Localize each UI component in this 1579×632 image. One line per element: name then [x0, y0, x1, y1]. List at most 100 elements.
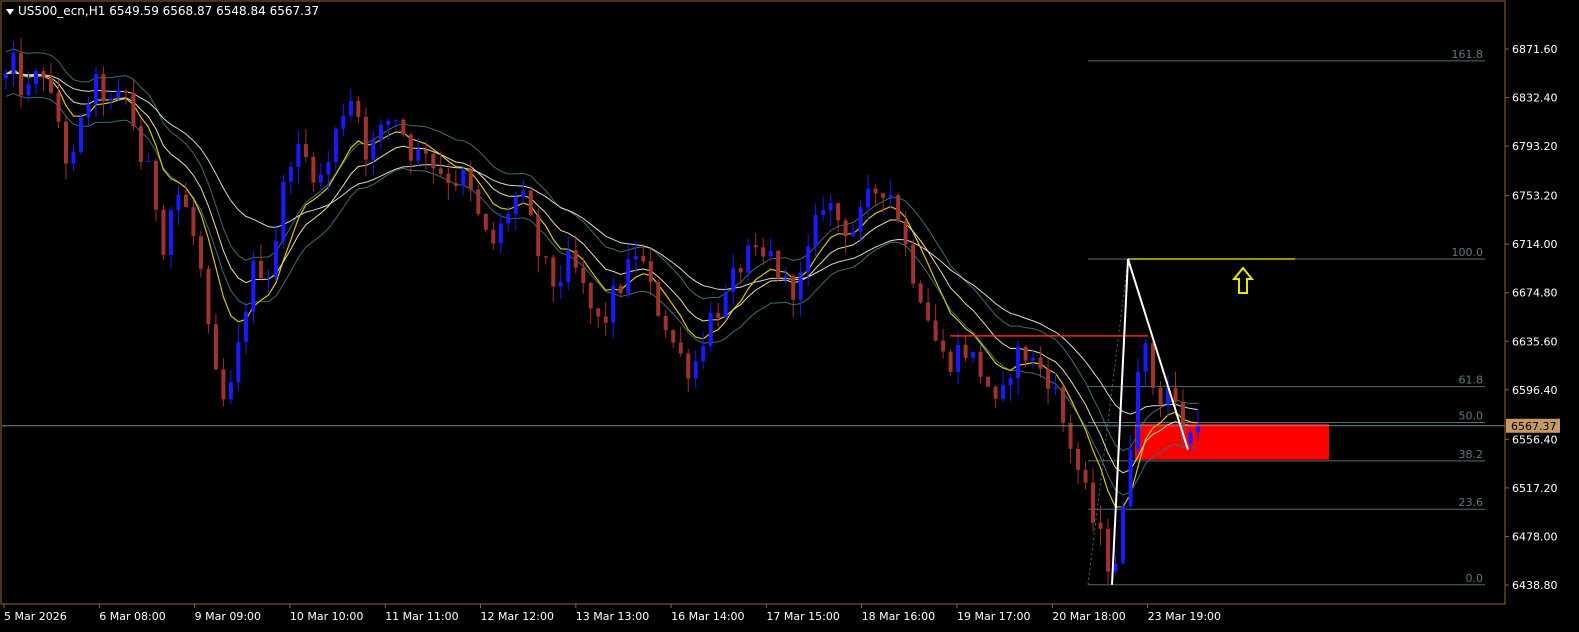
moving-averages — [5, 48, 1199, 508]
candle-body — [678, 342, 683, 354]
candle-body — [116, 90, 121, 99]
candle-body — [56, 92, 61, 122]
candle-body — [363, 116, 368, 160]
candle-body — [318, 174, 323, 183]
ohlc-high: 6568.87 — [162, 4, 213, 18]
x-tick-label: 11 Mar 11:00 — [385, 610, 458, 623]
candle-body — [476, 189, 481, 214]
candle-body — [1188, 432, 1193, 444]
candle-body — [498, 223, 503, 244]
x-tick-label: 19 Mar 17:00 — [957, 610, 1030, 623]
y-tick-label: 6832.40 — [1512, 92, 1558, 105]
candle-body — [753, 245, 758, 248]
candle-body — [791, 275, 796, 300]
y-tick-label: 6517.20 — [1512, 482, 1558, 495]
candle-body — [596, 308, 601, 317]
candle-body — [101, 74, 106, 101]
candle-body — [836, 203, 841, 221]
drawing-objects[interactable]: 6567.37 — [2, 258, 1560, 585]
candle-body — [333, 128, 338, 163]
fib-level-label: 100.0 — [1452, 246, 1484, 259]
candle-body — [393, 119, 398, 121]
x-tick-label: 16 Mar 14:00 — [671, 610, 744, 623]
candle-body — [438, 168, 443, 174]
candle-body — [813, 215, 818, 247]
x-tick-label: 10 Mar 10:00 — [290, 610, 363, 623]
candle-body — [611, 285, 616, 323]
x-tick-label: 12 Mar 12:00 — [481, 610, 554, 623]
candle-body — [971, 351, 976, 358]
candle-body — [341, 115, 346, 129]
candle-body — [573, 250, 578, 268]
candle-body — [933, 320, 938, 341]
candle-body — [461, 169, 466, 187]
candle-body — [528, 190, 533, 216]
x-tick-label: 6 Mar 08:00 — [99, 610, 165, 623]
candle-body — [1196, 425, 1200, 433]
candle-body — [303, 144, 308, 157]
candle-body — [131, 92, 136, 127]
up-arrow-icon[interactable] — [1231, 266, 1255, 294]
candle-body — [296, 144, 301, 167]
candle-body — [48, 77, 53, 93]
candle-body — [806, 246, 811, 272]
candle-body — [603, 316, 608, 323]
candle-body — [86, 103, 91, 118]
candle-body — [1083, 469, 1088, 483]
candle-body — [911, 244, 916, 284]
candle-body — [843, 220, 848, 237]
candle-body — [798, 271, 803, 300]
candle-body — [446, 173, 451, 184]
candle-body — [483, 213, 488, 230]
candle-body — [978, 351, 983, 377]
candle-body — [821, 210, 826, 216]
candle-body — [881, 193, 886, 198]
price-axis[interactable]: 6871.60 6832.40 6793.20 6753.20 6714.00 6674.… — [1505, 43, 1558, 592]
candle-body — [551, 257, 556, 287]
candle-body — [423, 149, 428, 154]
candle-body — [746, 245, 751, 273]
dropdown-triangle-icon[interactable] — [6, 8, 14, 15]
time-axis[interactable]: 5 Mar 2026 6 Mar 08:00 9 Mar 09:00 10 Mar 1… — [3, 604, 1221, 623]
candle-body — [671, 330, 676, 343]
candle-body — [926, 302, 931, 321]
candle-body — [506, 213, 511, 224]
candle-body — [1076, 448, 1081, 470]
candle-body — [281, 181, 286, 241]
candle-body — [236, 342, 241, 383]
candle-body — [708, 312, 713, 347]
candle-body — [416, 149, 421, 161]
candle-body — [888, 195, 893, 198]
candle-body — [228, 382, 233, 400]
ohlc-close: 6567.37 — [269, 4, 320, 18]
candle-body — [63, 121, 68, 164]
candle-body — [1031, 357, 1036, 361]
x-tick-label: 23 Mar 19:00 — [1148, 610, 1221, 623]
candle-body — [686, 353, 691, 379]
candle-body — [273, 240, 278, 278]
candle-body — [1151, 343, 1156, 388]
candle-body — [873, 188, 878, 194]
candle-body — [356, 100, 361, 117]
candle-body — [828, 203, 833, 211]
red-zone-rect[interactable] — [1135, 423, 1329, 460]
current-price-tag-label: 6567.37 — [1511, 420, 1557, 433]
y-tick-label: 6674.80 — [1512, 287, 1558, 300]
candle-body — [123, 90, 128, 93]
candle-body — [153, 160, 158, 210]
candle-body — [581, 267, 586, 284]
candle-body — [716, 312, 721, 318]
candle-body — [198, 236, 203, 269]
candle-body — [896, 195, 901, 222]
candle-body — [618, 285, 623, 294]
supply-zone[interactable] — [1135, 423, 1329, 460]
ma-band-upper — [5, 48, 1198, 452]
x-tick-label: 20 Mar 18:00 — [1052, 610, 1125, 623]
candle-body — [536, 215, 541, 257]
zigzag-line[interactable] — [1111, 258, 1189, 585]
candle-body — [648, 261, 653, 282]
candle-body — [723, 291, 728, 318]
candle-body — [1166, 387, 1171, 405]
candle-body — [386, 120, 391, 125]
